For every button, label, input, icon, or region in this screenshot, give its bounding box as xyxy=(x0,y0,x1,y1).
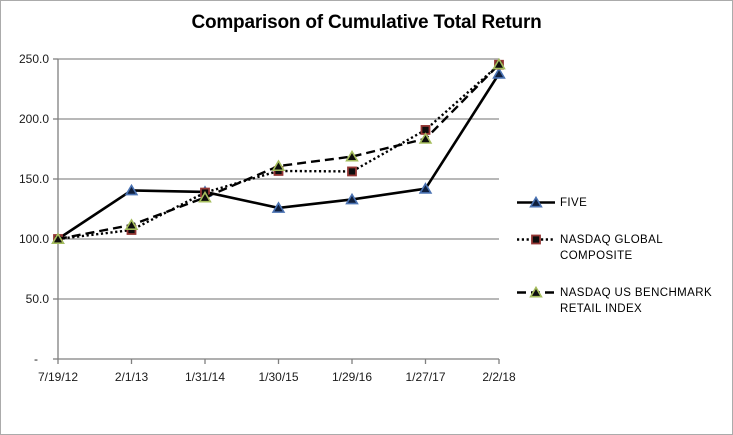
y-tick-label: 250.0 xyxy=(19,52,49,66)
legend-item-nasdaq-us-benchmark-retail-index: NASDAQ US BENCHMARK RETAIL INDEX xyxy=(517,285,722,317)
y-tick-label: 50.0 xyxy=(26,292,50,306)
legend-item-nasdaq-global-composite: NASDAQ GLOBAL COMPOSITE xyxy=(517,232,722,264)
legend-swatch-nasdaq-global-composite-icon xyxy=(517,234,555,245)
x-tick-label: 1/30/15 xyxy=(258,370,298,384)
data-point-marker-triangle xyxy=(124,218,139,230)
legend-label-nasdaq-us-benchmark-retail-index: NASDAQ US BENCHMARK RETAIL INDEX xyxy=(560,287,713,315)
x-tick-label: 1/27/17 xyxy=(405,370,445,384)
data-point-marker-square xyxy=(347,166,357,177)
x-tick-label: 7/19/12 xyxy=(38,370,78,384)
chart-title: Comparison of Cumulative Total Return xyxy=(191,12,542,33)
legend: FIVE NASDAQ GLOBAL COMPOSITE NASDAQ US B… xyxy=(517,195,722,317)
data-point-marker-triangle xyxy=(418,182,433,194)
data-point-marker-triangle xyxy=(529,285,543,298)
legend-label-five: FIVE xyxy=(560,197,588,209)
data-point-marker-triangle xyxy=(492,67,506,79)
data-point-marker-triangle xyxy=(345,149,359,162)
x-tick-label: 1/31/14 xyxy=(185,370,225,384)
x-tick-label: 2/2/18 xyxy=(482,370,516,384)
data-point-marker-triangle xyxy=(51,232,65,244)
data-point-marker-triangle xyxy=(271,201,286,213)
y-tick-label: 100.0 xyxy=(19,232,49,246)
series-line-solid xyxy=(57,73,501,241)
x-tick-label: 2/1/13 xyxy=(115,370,149,384)
data-point-marker-triangle xyxy=(418,132,433,144)
y-tick-label: - xyxy=(34,352,38,366)
data-point-marker-triangle xyxy=(198,190,212,203)
y-tick-label: 150.0 xyxy=(19,172,49,186)
legend-label-nasdaq-global-composite: NASDAQ GLOBAL COMPOSITE xyxy=(560,234,663,262)
data-point-marker-triangle xyxy=(345,192,359,205)
legend-swatch-five-icon xyxy=(517,195,555,208)
data-point-marker-triangle xyxy=(492,57,506,70)
x-tick-label: 1/29/16 xyxy=(332,370,372,384)
data-point-marker-triangle xyxy=(124,183,139,196)
legend-swatch-nasdaq-us-benchmark-retail-index-icon xyxy=(517,285,555,298)
legend-item-five: FIVE xyxy=(517,195,722,211)
data-point-marker-triangle xyxy=(271,159,286,172)
y-tick-label: 200.0 xyxy=(19,112,49,126)
data-point-marker-square xyxy=(531,234,541,245)
data-point-marker-triangle xyxy=(529,195,543,208)
